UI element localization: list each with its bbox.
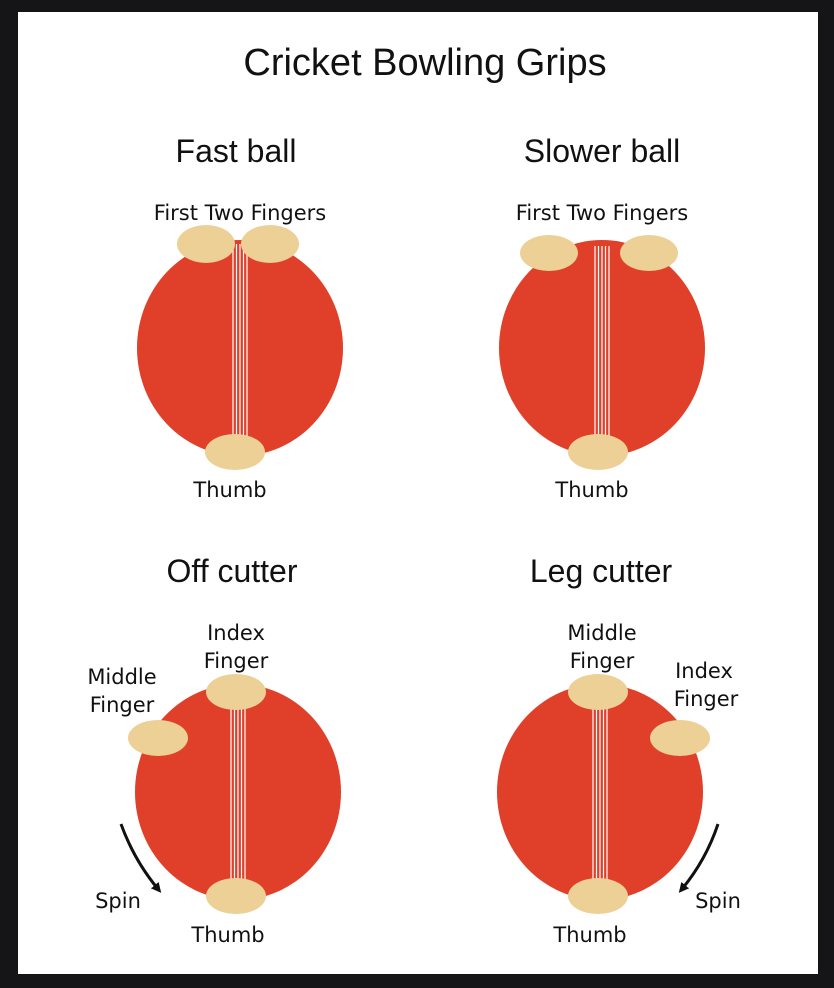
diagram-title: Cricket Bowling Grips: [243, 42, 606, 84]
finger-pad: [650, 720, 710, 756]
finger-pad: [520, 235, 578, 271]
spin-arrow-icon: [678, 823, 720, 893]
grip-leg-cutter: Leg cutter Middle Finger Index Finger Sp…: [497, 553, 741, 947]
grip-title: Off cutter: [166, 553, 297, 589]
finger-label: Finger: [204, 649, 269, 673]
spin-label: Spin: [95, 889, 141, 913]
grip-title: Fast ball: [176, 133, 297, 169]
ball-seam: [592, 690, 608, 898]
finger-label: Index: [207, 621, 265, 645]
finger-pad: [206, 674, 266, 710]
finger-label: First Two Fingers: [154, 201, 326, 225]
finger-label: Finger: [90, 693, 155, 717]
thumb-pad: [568, 434, 628, 470]
thumb-pad: [205, 434, 265, 470]
thumb-label: Thumb: [552, 923, 626, 947]
grip-title: Slower ball: [524, 133, 681, 169]
thumb-label: Thumb: [190, 923, 264, 947]
finger-label: First Two Fingers: [516, 201, 688, 225]
finger-pad: [128, 720, 188, 756]
finger-pad: [241, 225, 299, 263]
grip-slower-ball: Slower ball First Two Fingers Thumb: [499, 133, 705, 502]
bowling-grips-diagram: Cricket Bowling Grips Fast ball First Tw…: [87, 42, 741, 947]
grip-fast-ball: Fast ball First Two Fingers Thumb: [137, 133, 343, 502]
finger-pad: [177, 225, 235, 263]
spin-arrow-icon: [119, 823, 162, 893]
finger-label: Index: [675, 659, 733, 683]
thumb-label: Thumb: [192, 478, 266, 502]
diagram-frame: Cricket Bowling Grips Fast ball First Tw…: [18, 12, 818, 974]
thumb-label: Thumb: [554, 478, 628, 502]
ball-seam: [594, 246, 610, 454]
ball-seam: [230, 690, 246, 898]
spin-label: Spin: [695, 889, 741, 913]
finger-label: Middle: [567, 621, 636, 645]
finger-label: Finger: [674, 687, 739, 711]
grip-title: Leg cutter: [530, 553, 673, 589]
thumb-pad: [568, 878, 628, 914]
finger-pad: [568, 674, 628, 710]
finger-pad: [620, 235, 678, 271]
ball-seam: [232, 244, 248, 454]
grip-off-cutter: Off cutter Index Finger Middle Finger Sp…: [87, 553, 341, 947]
finger-label: Finger: [570, 649, 635, 673]
finger-label: Middle: [87, 665, 156, 689]
thumb-pad: [206, 878, 266, 914]
